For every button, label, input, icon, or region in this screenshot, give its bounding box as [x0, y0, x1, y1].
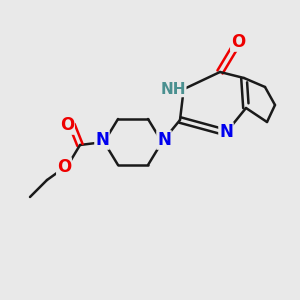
- Text: O: O: [60, 116, 74, 134]
- Text: N: N: [219, 123, 233, 141]
- Text: N: N: [95, 131, 109, 149]
- Text: N: N: [157, 131, 171, 149]
- Text: O: O: [231, 33, 245, 51]
- Text: O: O: [57, 158, 71, 176]
- Text: NH: NH: [160, 82, 186, 97]
